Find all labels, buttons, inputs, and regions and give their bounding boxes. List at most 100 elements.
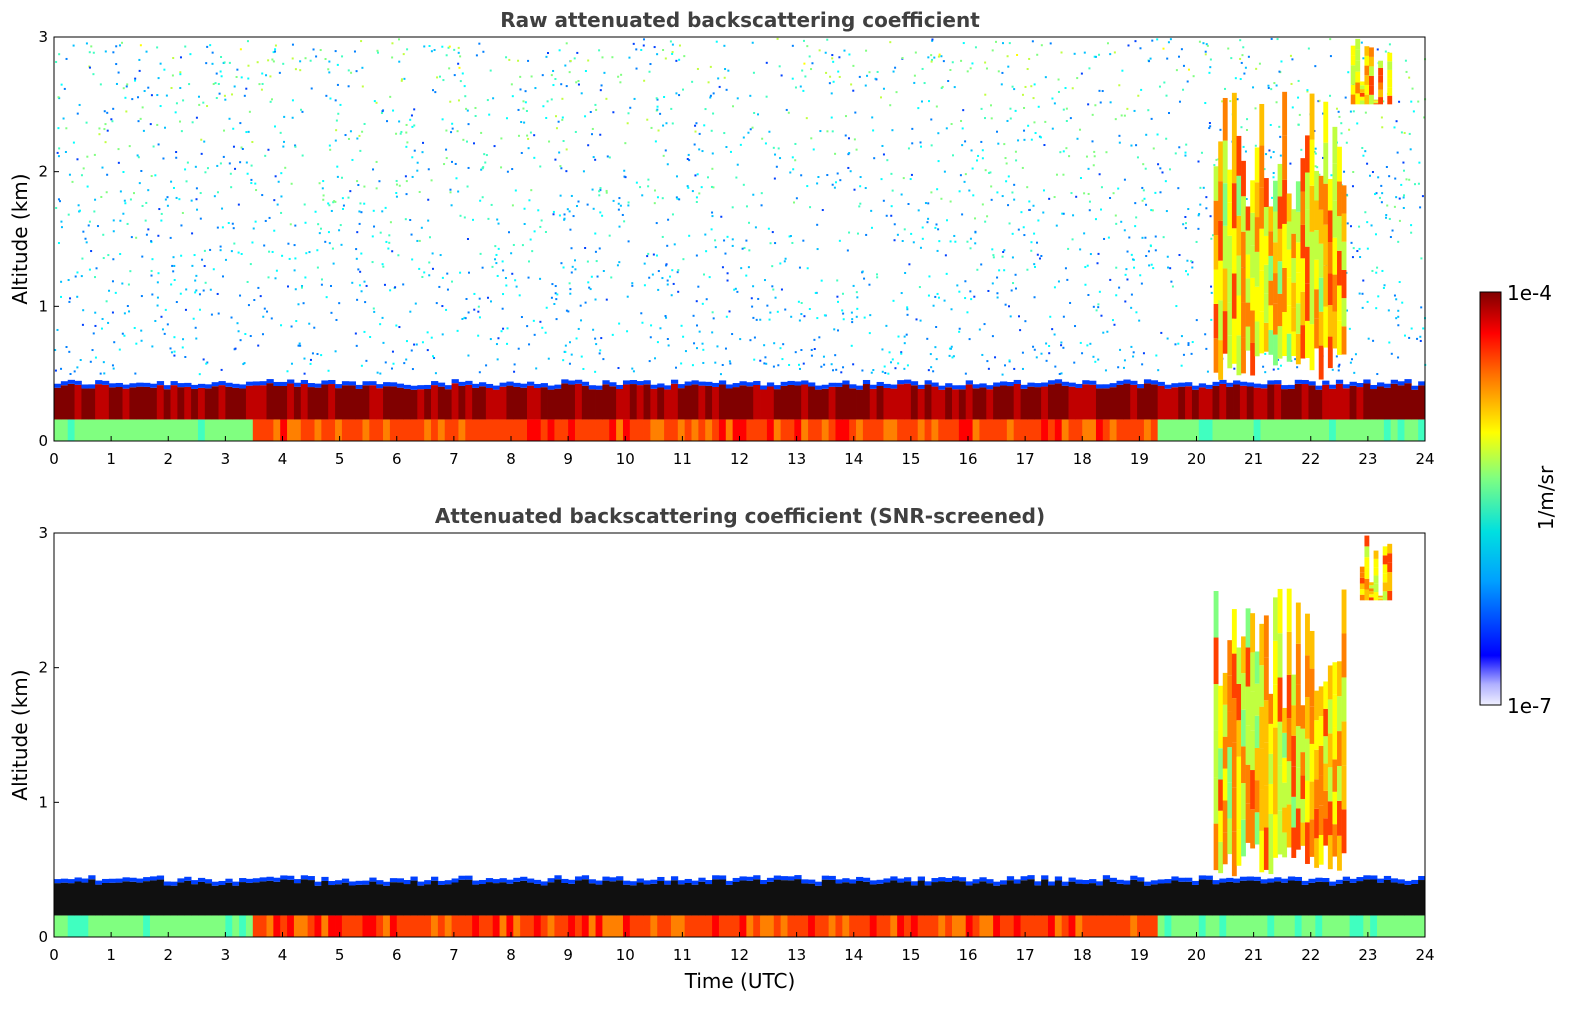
noise-speckle	[826, 38, 829, 41]
surface-layer-cell	[417, 915, 425, 937]
noise-speckle	[1375, 192, 1378, 195]
surface-layer-cell	[355, 915, 363, 937]
noise-speckle	[117, 71, 120, 74]
noise-speckle	[239, 122, 242, 125]
noise-speckle	[705, 298, 708, 301]
noise-speckle	[464, 317, 467, 320]
surface-layer-cell	[1157, 915, 1165, 937]
boundary-layer-edge	[314, 383, 322, 388]
boundary-layer-edge	[609, 877, 617, 882]
cloud-cell	[1300, 822, 1306, 846]
noise-speckle	[1143, 197, 1146, 200]
noise-speckle	[152, 145, 155, 148]
cloud-cell	[1378, 595, 1384, 597]
noise-speckle	[587, 281, 590, 284]
noise-speckle	[1053, 286, 1056, 289]
noise-speckle	[1036, 241, 1039, 244]
noise-speckle	[1087, 103, 1090, 106]
boundary-layer-edge	[1404, 379, 1412, 384]
cloud-cell	[1355, 82, 1361, 94]
boundary-layer-cell	[965, 885, 973, 916]
noise-speckle	[1095, 309, 1098, 312]
boundary-layer-edge	[341, 878, 350, 883]
noise-speckle	[1057, 90, 1060, 93]
boundary-layer-edge	[1239, 876, 1248, 881]
noise-speckle	[179, 292, 182, 295]
noise-speckle	[478, 297, 481, 300]
surface-layer-cell	[533, 915, 542, 937]
noise-speckle	[259, 295, 262, 298]
noise-speckle	[399, 132, 402, 135]
boundary-layer-edge	[945, 383, 953, 388]
boundary-layer-cell	[1287, 388, 1296, 420]
noise-speckle	[234, 347, 237, 350]
boundary-layer-cell	[1233, 882, 1241, 916]
noise-speckle	[1208, 127, 1211, 130]
boundary-layer-edge	[581, 381, 590, 386]
boundary-layer-edge	[739, 381, 747, 386]
cloud-cell	[1227, 169, 1233, 203]
noise-speckle	[631, 282, 634, 285]
noise-speckle	[997, 142, 1000, 145]
noise-speckle	[359, 149, 362, 152]
surface-layer-cell	[108, 419, 117, 441]
noise-speckle	[921, 237, 924, 240]
noise-speckle	[725, 146, 728, 149]
boundary-layer-cell	[787, 384, 795, 420]
surface-layer-cell	[1047, 915, 1056, 937]
noise-speckle	[851, 318, 854, 321]
noise-speckle	[774, 242, 777, 245]
noise-speckle	[1004, 364, 1007, 367]
surface-layer-cell	[1061, 419, 1069, 441]
surface-layer-cell	[691, 915, 699, 937]
noise-speckle	[201, 258, 204, 261]
noise-speckle	[1033, 263, 1036, 266]
surface-layer-cell	[1075, 915, 1083, 937]
noise-speckle	[1079, 128, 1082, 131]
surface-layer-cell	[835, 419, 843, 441]
cloud-cell	[1323, 681, 1329, 709]
noise-speckle	[411, 156, 414, 159]
cloud-cell	[1364, 75, 1370, 85]
noise-speckle	[694, 174, 697, 177]
noise-speckle	[664, 315, 667, 318]
boundary-layer-cell	[88, 879, 96, 916]
boundary-layer-cell	[437, 884, 446, 916]
boundary-layer-edge	[1363, 875, 1371, 880]
noise-speckle	[671, 51, 674, 54]
boundary-layer-edge	[1102, 875, 1111, 880]
noise-speckle	[1008, 222, 1011, 225]
boundary-layer-edge	[869, 384, 877, 389]
noise-speckle	[823, 363, 826, 366]
noise-speckle	[787, 111, 790, 114]
cloud-cell	[1387, 52, 1393, 62]
noise-speckle	[910, 232, 913, 235]
noise-speckle	[670, 294, 673, 297]
noise-speckle	[868, 283, 871, 286]
noise-speckle	[662, 49, 665, 52]
noise-speckle	[391, 42, 394, 45]
y-tick-label: 3	[38, 524, 48, 542]
boundary-layer-edge	[252, 381, 261, 386]
noise-speckle	[821, 209, 824, 212]
noise-speckle	[1152, 147, 1155, 150]
noise-speckle	[317, 223, 320, 226]
noise-speckle	[1085, 155, 1088, 158]
noise-speckle	[1353, 371, 1356, 374]
surface-layer-cell	[1383, 419, 1392, 441]
surface-layer-cell	[1041, 915, 1049, 937]
noise-speckle	[156, 46, 159, 49]
y-axis-label: Altitude (km)	[8, 173, 32, 304]
boundary-layer-cell	[986, 389, 994, 420]
noise-speckle	[574, 259, 577, 262]
noise-speckle	[420, 226, 423, 229]
noise-speckle	[511, 272, 514, 275]
boundary-layer-edge	[1020, 876, 1028, 881]
noise-speckle	[971, 62, 974, 65]
noise-speckle	[544, 331, 547, 334]
noise-speckle	[389, 221, 392, 224]
boundary-layer-edge	[766, 877, 775, 882]
noise-speckle	[771, 285, 774, 288]
boundary-layer-cell	[801, 883, 809, 916]
noise-speckle	[497, 337, 500, 340]
